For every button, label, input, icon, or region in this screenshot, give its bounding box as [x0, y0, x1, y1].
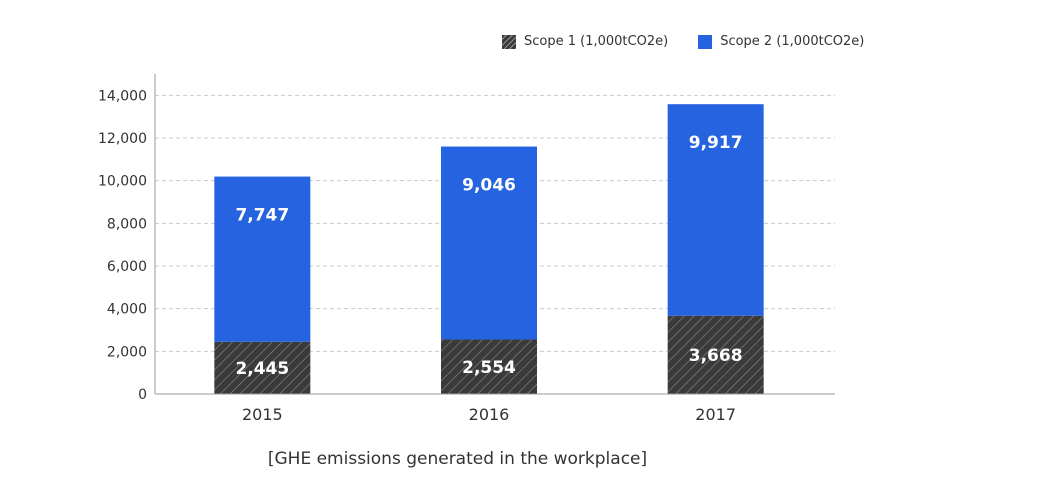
bar-scope2 — [667, 104, 764, 316]
legend-item-scope2: Scope 2 (1,000tCO2e) — [698, 34, 864, 49]
x-tick-label: 2017 — [695, 405, 736, 424]
x-tick-label: 2015 — [242, 405, 283, 424]
caption-text: [GHE emissions generated in the workplac… — [267, 449, 648, 469]
bar-scope2 — [214, 176, 311, 342]
data-labels: 2,445 7,747 2,554 9,046 3,668 9,917 — [235, 133, 742, 379]
legend-label-scope2: Scope 2 (1,000tCO2e) — [720, 34, 865, 49]
legend: Scope 1 (1,000tCO2e) Scope 2 (1,000tCO2e… — [502, 34, 894, 49]
chart-caption: [GHE emissions generated in the workplac… — [0, 449, 1041, 469]
y-tick-label: 14,000 — [98, 88, 147, 104]
data-label-scope2: 9,046 — [462, 176, 516, 196]
y-tick-label: 0 — [138, 387, 147, 403]
data-label-scope1: 2,554 — [462, 358, 516, 378]
bar-scope1 — [214, 341, 311, 394]
bar-scope2 — [441, 146, 537, 340]
legend-swatch-scope2 — [698, 34, 713, 49]
data-label-scope2: 9,917 — [689, 133, 743, 153]
bars — [214, 104, 764, 394]
legend-item-scope1: Scope 1 (1,000tCO2e) — [502, 34, 668, 49]
y-tick-label: 6,000 — [107, 259, 147, 275]
data-label-scope1: 2,445 — [235, 359, 289, 379]
y-tick-label: 12,000 — [98, 131, 147, 147]
x-tick-label: 2016 — [469, 405, 510, 424]
data-label-scope2: 7,747 — [235, 206, 289, 226]
axes: 0 2,000 4,000 6,000 8,000 10,000 12,000 14,000 2… — [98, 74, 835, 424]
y-tick-label: 2,000 — [107, 344, 147, 360]
bar-scope1 — [667, 315, 764, 394]
y-tick-label: 4,000 — [107, 302, 147, 318]
y-tick-label: 8,000 — [107, 216, 147, 232]
bar-scope1 — [441, 339, 537, 394]
y-tick-label: 10,000 — [98, 174, 147, 190]
legend-swatch-scope1 — [502, 34, 516, 49]
legend-label-scope1: Scope 1 (1,000tCO2e) — [524, 34, 669, 49]
data-label-scope1: 3,668 — [689, 346, 743, 366]
